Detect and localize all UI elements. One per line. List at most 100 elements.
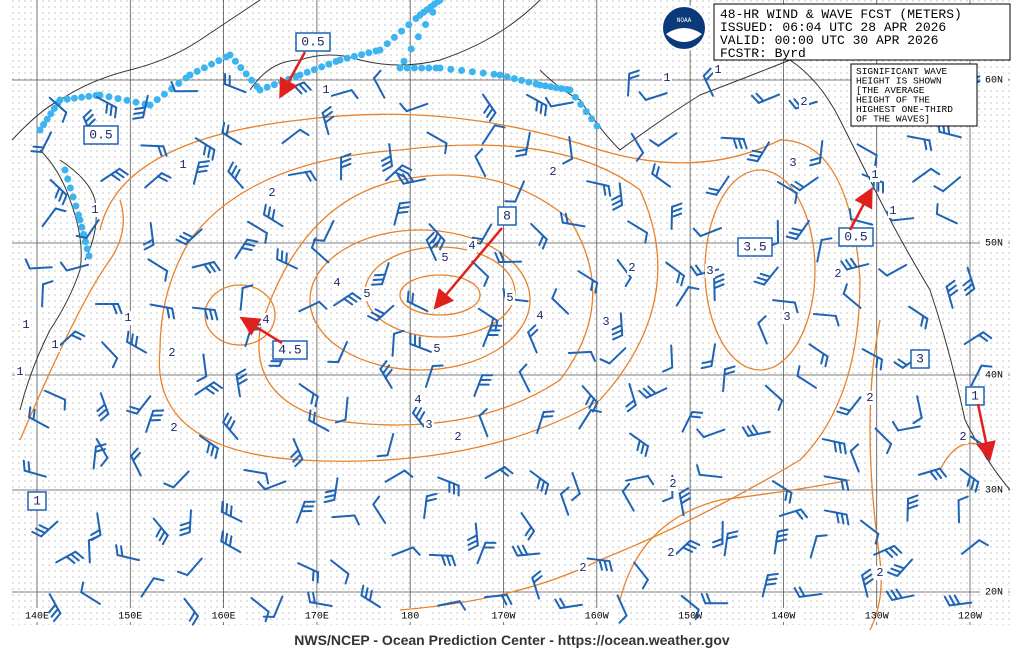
barb-flag <box>514 153 527 158</box>
barb-flag <box>708 187 721 192</box>
barb-flag <box>794 192 798 205</box>
barb-flag <box>350 89 359 100</box>
barb-staff <box>571 471 581 495</box>
barb-flag <box>624 276 632 288</box>
barb-flag <box>100 457 109 467</box>
barb-staff <box>87 539 91 564</box>
barb-flag <box>298 83 308 93</box>
barb-flag <box>227 161 234 173</box>
barb-flag <box>608 560 613 572</box>
ice-dot <box>468 68 476 76</box>
barb-flag <box>160 172 172 179</box>
barb-flag <box>212 381 223 390</box>
barb-staff <box>85 218 100 240</box>
wind-barbs <box>22 66 993 626</box>
barb-flag <box>316 571 320 584</box>
barb-staff <box>344 396 349 421</box>
barb-flag <box>516 545 524 557</box>
label-bg <box>321 83 331 97</box>
barb-staff <box>681 410 694 433</box>
lon-label: 160E <box>212 612 236 623</box>
barb-staff <box>757 322 768 345</box>
barb-staff <box>916 395 923 419</box>
barb-flag <box>309 170 317 181</box>
ice-dot <box>132 98 140 106</box>
barb-flag <box>934 469 943 479</box>
barb-flag <box>84 113 94 123</box>
barb-flag <box>82 109 92 119</box>
barb-flag <box>680 497 691 505</box>
barb-flag <box>776 528 789 533</box>
barb-flag <box>342 297 354 306</box>
barb-flag <box>794 180 805 189</box>
barb-flag <box>236 373 247 381</box>
barb-flag <box>285 252 288 265</box>
barb-staff <box>520 512 536 533</box>
label-bg <box>958 430 968 444</box>
barb-flag <box>541 238 548 250</box>
barb-flag <box>214 447 219 460</box>
barb-flag <box>87 535 99 542</box>
barb-flag <box>766 572 779 577</box>
barb-staff <box>250 596 270 613</box>
logo-bird <box>666 28 702 42</box>
ice-dot <box>85 92 93 100</box>
barb-flag <box>196 375 208 383</box>
barb-flag <box>115 544 119 557</box>
barb-flag <box>411 292 415 305</box>
barb-flag <box>425 492 438 498</box>
ice-dot <box>510 75 518 83</box>
barb-flag <box>340 162 352 169</box>
barb-staff <box>172 470 190 489</box>
barb-flag <box>396 210 409 215</box>
label-bg <box>432 342 442 356</box>
coastlines <box>11 0 1011 491</box>
barb-flag <box>393 171 405 178</box>
barb-flag <box>965 287 976 296</box>
barb-staff <box>308 419 330 432</box>
barb-flag <box>588 397 596 409</box>
ice-dot <box>81 238 89 246</box>
barb-flag <box>48 603 57 614</box>
barb-flag <box>213 309 219 321</box>
barb-flag <box>324 115 335 124</box>
ice-dot <box>40 121 48 129</box>
barb-staff <box>423 495 428 520</box>
barb-flag <box>879 358 883 371</box>
barb-staff <box>476 541 487 565</box>
barb-flag <box>540 480 546 492</box>
barb-flag <box>676 271 681 284</box>
barb-flag <box>618 614 628 624</box>
ice-dot <box>436 0 444 4</box>
barb-flag <box>863 578 874 587</box>
barb-flag <box>208 384 219 392</box>
barb-flag <box>906 499 919 505</box>
barb-flag <box>842 283 848 295</box>
contour-label: 2 <box>959 430 966 444</box>
barb-staff <box>337 341 348 364</box>
barb-staff <box>856 143 878 157</box>
barb-flag <box>28 406 32 419</box>
barb-flag <box>376 454 389 458</box>
barb-flag <box>458 600 467 611</box>
barb-flag <box>425 497 437 503</box>
barb-flag <box>559 211 564 224</box>
barb-flag <box>840 512 845 525</box>
barb-flag <box>246 238 259 243</box>
label-bg <box>870 168 880 182</box>
barb-flag <box>646 474 655 486</box>
contour-label: 1 <box>322 83 329 97</box>
ice-dot <box>358 51 366 59</box>
barb-flag <box>161 534 169 546</box>
barb-flag <box>302 81 312 91</box>
ice-dot <box>105 93 113 101</box>
barb-flag <box>142 238 154 246</box>
contour-label: 1 <box>663 71 670 85</box>
label-bg <box>662 71 672 85</box>
barb-flag <box>887 571 899 577</box>
barb-flag <box>406 290 410 303</box>
barb-flag <box>834 314 840 327</box>
barb-staff <box>331 514 356 519</box>
contour-label: 4 <box>414 393 421 407</box>
boxed-label-frame <box>838 227 874 247</box>
